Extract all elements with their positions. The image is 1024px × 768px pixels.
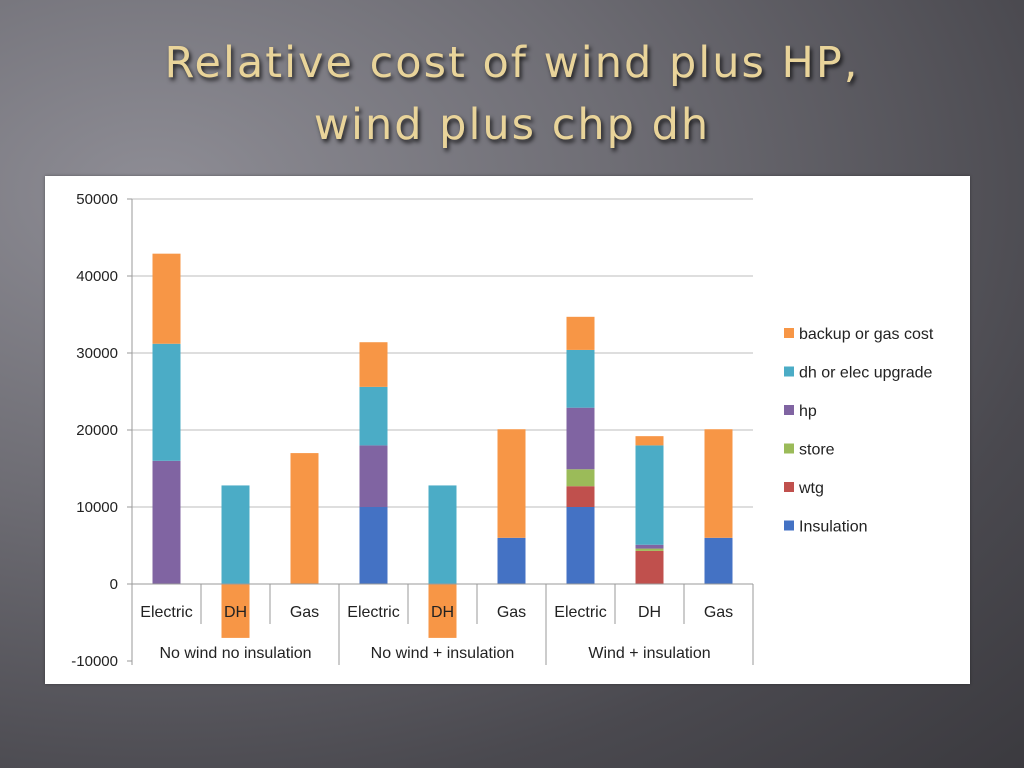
slide-title-line1: Relative cost of wind plus HP, bbox=[164, 38, 860, 88]
bar-segment-backup-or-gas-cost-8 bbox=[704, 429, 733, 538]
legend-label-hp: hp bbox=[799, 403, 817, 420]
bar-segment-backup-or-gas-cost-0 bbox=[152, 253, 181, 344]
bar-segment-wtg-6 bbox=[566, 486, 595, 507]
bar-segment-dh-or-elec-upgrade-4 bbox=[428, 485, 457, 584]
legend-swatch-insulation bbox=[784, 520, 794, 531]
slide-title: Relative cost of wind plus HP, wind plus… bbox=[0, 32, 1024, 156]
chart-panel: -10000 0 10000 20000 30000 40000 50000 Electric… bbox=[45, 176, 970, 684]
bar-segment-wtg-7 bbox=[635, 550, 664, 584]
y-tick-label-5: 40000 bbox=[76, 268, 118, 285]
slide-title-line2: wind plus chp dh bbox=[313, 100, 711, 150]
y-tick-label-6: 50000 bbox=[76, 191, 118, 208]
bar-segment-dh-or-elec-upgrade-0 bbox=[152, 343, 181, 461]
bar-segment-insulation-8 bbox=[704, 537, 733, 584]
x-category-label-6: Electric bbox=[554, 604, 606, 621]
x-category-label-7: DH bbox=[638, 604, 661, 621]
bar-segment-backup-or-gas-cost-5 bbox=[497, 429, 526, 538]
x-category-label-8: Gas bbox=[704, 604, 733, 621]
legend-swatch-wtg bbox=[784, 482, 794, 492]
legend-swatch-backup-or-gas-cost bbox=[784, 328, 794, 338]
bar-segment-dh-or-elec-upgrade-3 bbox=[359, 386, 388, 446]
bar-segment-hp-7 bbox=[635, 544, 664, 549]
bar-segment-dh-or-elec-upgrade-6 bbox=[566, 349, 595, 408]
bar-segment-insulation-5 bbox=[497, 537, 526, 584]
bar-segment-hp-6 bbox=[566, 407, 595, 470]
x-group-label-0: No wind no insulation bbox=[159, 645, 311, 662]
x-group-label-1: No wind + insulation bbox=[371, 645, 515, 662]
bar-segment-dh-or-elec-upgrade-7 bbox=[635, 445, 664, 545]
y-tick-label-1: 0 bbox=[110, 576, 118, 593]
x-category-label-3: Electric bbox=[347, 604, 399, 621]
legend-label-store: store bbox=[799, 442, 835, 459]
y-tick-label-2: 10000 bbox=[76, 499, 118, 516]
bar-segment-backup-or-gas-cost-2 bbox=[290, 453, 319, 584]
x-category-label-0: Electric bbox=[140, 604, 192, 621]
legend-swatch-hp bbox=[784, 405, 794, 415]
x-category-label-4: DH bbox=[431, 604, 454, 621]
bar-segment-backup-or-gas-cost-7 bbox=[635, 436, 664, 446]
bar-segment-hp-3 bbox=[359, 445, 388, 507]
bar-segment-backup-or-gas-cost-3 bbox=[359, 342, 388, 387]
bar-segment-backup-or-gas-cost-4 bbox=[428, 584, 457, 638]
bar-segment-backup-or-gas-cost-1 bbox=[221, 584, 250, 638]
bar-segment-hp-0 bbox=[152, 460, 181, 584]
bar-segment-store-6 bbox=[566, 469, 595, 487]
y-tick-label-3: 20000 bbox=[76, 422, 118, 439]
legend-label-backup-or-gas-cost: backup or gas cost bbox=[799, 326, 934, 343]
x-group-label-2: Wind + insulation bbox=[588, 645, 710, 662]
x-category-label-2: Gas bbox=[290, 604, 319, 621]
bar-segment-dh-or-elec-upgrade-1 bbox=[221, 485, 250, 584]
x-category-label-1: DH bbox=[224, 604, 247, 621]
x-category-label-5: Gas bbox=[497, 604, 526, 621]
bar-segment-insulation-6 bbox=[566, 507, 595, 584]
y-tick-label-0: -10000 bbox=[71, 653, 118, 670]
legend-label-dh-or-elec-upgrade: dh or elec upgrade bbox=[799, 365, 933, 382]
legend-swatch-store bbox=[784, 443, 794, 454]
bar-segment-store-7 bbox=[635, 548, 664, 551]
bar-segment-backup-or-gas-cost-6 bbox=[566, 316, 595, 350]
bar-segment-insulation-3 bbox=[359, 507, 388, 584]
stacked-bar-chart: -10000 0 10000 20000 30000 40000 50000 Electric… bbox=[71, 191, 934, 670]
legend-label-insulation: Insulation bbox=[799, 519, 868, 536]
legend-label-wtg: wtg bbox=[798, 480, 824, 497]
legend-swatch-dh-or-elec-upgrade bbox=[784, 366, 794, 377]
y-tick-label-4: 30000 bbox=[76, 345, 118, 362]
